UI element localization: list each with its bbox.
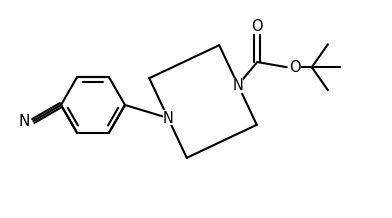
Text: N: N	[18, 114, 30, 128]
Text: N: N	[232, 78, 243, 92]
Text: N: N	[163, 111, 173, 126]
Text: O: O	[289, 60, 301, 75]
Text: O: O	[252, 19, 263, 34]
